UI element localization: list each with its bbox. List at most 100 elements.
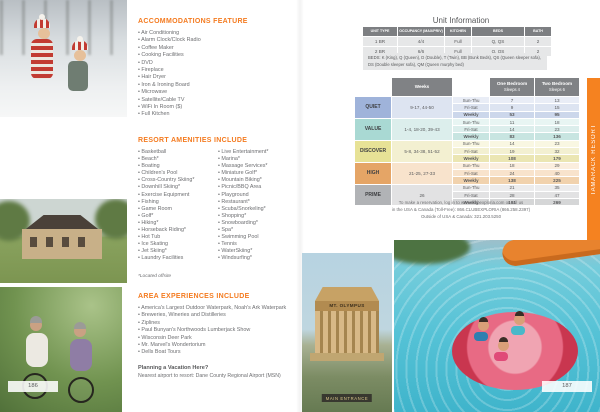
list-item: Breweries, Wineries and Distilleries — [138, 312, 300, 319]
list-item: Picnic/BBQ Area — [218, 184, 298, 191]
cyclist-head-shape — [30, 316, 42, 331]
rate-value: 35 — [535, 184, 579, 191]
day-range-label: Sun-Thu — [453, 118, 489, 126]
list-item: Basketball — [138, 149, 218, 156]
list-item: WiFi In Room ($) — [138, 104, 300, 111]
resort-name-tab: TAMARACK RESORT — [587, 78, 600, 242]
swimsuit-shape — [494, 352, 508, 361]
column-header: BEDS — [472, 27, 524, 36]
face-shape — [74, 50, 86, 61]
experiences-list: America's Largest Outdoor Waterpark, Noa… — [138, 305, 300, 357]
rate-value: 225 — [535, 177, 579, 184]
page-number-left: 186 — [8, 381, 58, 392]
mt-olympus-sign: MT. OLYMPUS — [315, 301, 379, 311]
list-item: Iron & Ironing Board — [138, 82, 300, 89]
list-item: Marina* — [218, 156, 298, 163]
list-item: Massage Services* — [218, 163, 298, 170]
rate-value: 23 — [535, 126, 579, 133]
day-range-label: Sun-Thu — [453, 140, 489, 148]
list-item: Restaurant* — [218, 199, 298, 206]
list-item: America's Largest Outdoor Waterpark, Noa… — [138, 305, 300, 312]
amenities-col2: Live Entertainment* Marina* Massage Serv… — [218, 149, 298, 263]
raft-shape — [452, 312, 578, 390]
day-range-label: Sun-Thu — [453, 162, 489, 169]
page-fold — [296, 0, 304, 412]
accommodations-section: ACCOMMODATIONS FEATURE Air Conditioning … — [138, 18, 300, 119]
striped-hat-shape — [72, 36, 88, 50]
season-label-value: VALUE — [355, 118, 391, 140]
list-item: Fishing — [138, 199, 218, 206]
rate-value: 29 — [535, 162, 579, 169]
table-cell: 4/4 — [398, 37, 444, 46]
striped-hat-shape — [34, 14, 50, 28]
windows-shape — [30, 237, 94, 247]
pediment-shape — [315, 287, 379, 301]
blurred-trees-shape — [0, 0, 127, 55]
points-rate-table: Weeks One Bedroom Sleeps 4 Two Bedroom S… — [355, 78, 579, 206]
rate-value: 40 — [535, 169, 579, 177]
swimmer-figure — [478, 317, 489, 331]
rate-value: 14 — [490, 126, 534, 133]
season-label-quiet: QUIET — [355, 97, 391, 118]
table-cell: 2 — [525, 47, 551, 56]
rate-value: 24 — [490, 169, 534, 177]
experiences-heading: AREA EXPERIENCES INCLUDE — [138, 293, 250, 300]
list-item: Windsurfing* — [218, 255, 298, 262]
accommodations-heading: ACCOMMODATIONS FEATURE — [138, 18, 248, 25]
list-item: Air Conditioning — [138, 30, 300, 37]
day-range-label: Fri-Sat — [453, 169, 489, 177]
striped-sweater-shape — [31, 39, 53, 79]
rate-value: 47 — [535, 191, 579, 199]
list-item: Wisconsin Deer Park — [138, 335, 300, 342]
weeks-header-label: Weeks — [414, 84, 430, 90]
day-range-label: Sun-Thu — [453, 184, 489, 191]
rate-value: 32 — [535, 148, 579, 155]
table-cell: 2 — [525, 37, 551, 46]
list-item: Laundry Facilities — [138, 255, 218, 262]
table-cell: Full — [445, 37, 471, 46]
child-figure — [68, 36, 88, 91]
rate-value: 179 — [535, 155, 579, 162]
season-weeks: 26 — [392, 184, 452, 206]
list-item: Exercise Equipment — [138, 192, 218, 199]
amenities-col1: Basketball Beach* Boating Children's Poo… — [138, 149, 218, 263]
column-header: OCCUPANCY (MAX/PRIV) — [398, 27, 444, 36]
beds-legend-note: BEDS: K (King), Q (Queen), D (Double), T… — [363, 53, 547, 70]
mt-olympus-entrance-photo: MT. OLYMPUS MAIN ENTRANCE — [302, 253, 392, 412]
list-item: Fireplace — [138, 67, 300, 74]
list-item: Hair Dryer — [138, 74, 300, 81]
day-range-label: Fri-Sat — [453, 191, 489, 199]
list-item: Jet Skiing* — [138, 248, 218, 255]
list-item: Snowboarding* — [218, 220, 298, 227]
rate-value: 18 — [490, 162, 534, 169]
swimsuit-shape — [511, 326, 525, 335]
rate-value: 108 — [490, 155, 534, 162]
list-item: Shopping* — [218, 213, 298, 220]
table-cell: 1 BR — [363, 37, 397, 46]
unit-information-title: Unit Information — [432, 16, 490, 25]
planning-title: Planning a Vacation Here? — [138, 365, 209, 371]
jacket-shape — [68, 61, 88, 91]
season-weeks: 1-4, 18-20, 39-43 — [392, 118, 452, 140]
one-bedroom-column-header: One Bedroom Sleeps 4 — [490, 78, 534, 96]
list-item: Microwave — [138, 89, 300, 96]
list-item: Dells Boat Tours — [138, 349, 300, 356]
rate-value: 28 — [490, 191, 534, 199]
day-range-label: Fri-Sat — [453, 126, 489, 133]
unit-information-table: UNIT TYPE OCCUPANCY (MAX/PRIV) KITCHEN B… — [363, 27, 551, 56]
season-weeks: 5-8, 34-38, 51-52 — [392, 140, 452, 162]
column-header: BATH — [525, 27, 551, 36]
column-header: UNIT TYPE — [363, 27, 397, 36]
main-entrance-sign: MAIN ENTRANCE — [321, 394, 373, 402]
list-item: Scuba/Snorkeling* — [218, 206, 298, 213]
list-item: Boating — [138, 163, 218, 170]
empty-header-cell — [355, 78, 391, 96]
list-item: Mr. Marvel's Wondertorium — [138, 342, 300, 349]
two-bedroom-column-header: Two Bedroom Sleeps 6 — [535, 78, 579, 96]
rate-value: 18 — [535, 118, 579, 126]
list-item: Miniature Golf* — [218, 170, 298, 177]
list-item: Golf* — [138, 213, 218, 220]
list-item: Satellite/Cable TV — [138, 97, 300, 104]
amenities-columns: Basketball Beach* Boating Children's Poo… — [138, 149, 300, 263]
offsite-footnote: *Located offsite — [138, 274, 172, 279]
